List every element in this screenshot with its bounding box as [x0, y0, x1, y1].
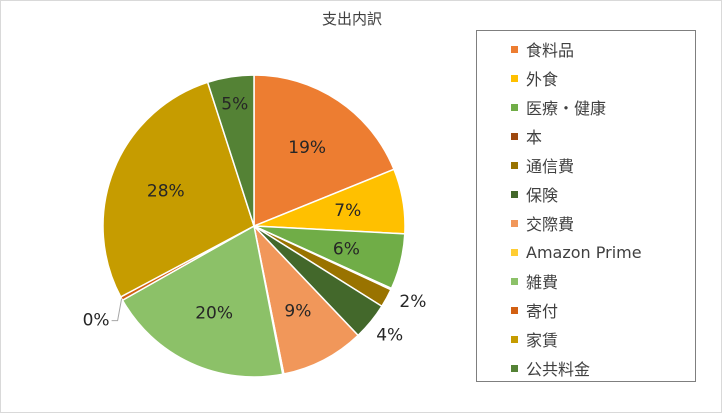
legend-swatch — [511, 248, 518, 256]
legend-swatch — [511, 132, 518, 140]
data-label-7: 9% — [284, 301, 311, 321]
legend-label: 公共料金 — [526, 360, 591, 379]
legend-item: 外食 — [477, 67, 558, 89]
legend-label: 家賃 — [526, 331, 559, 350]
legend-item: 通信費 — [477, 154, 574, 176]
legend-swatch — [511, 45, 518, 53]
pie-slice-1 — [253, 74, 395, 228]
data-label-1: 19% — [288, 138, 326, 158]
legend-label: 通信費 — [526, 157, 575, 176]
legend-label: 保険 — [526, 186, 559, 205]
leader-line-0pct — [111, 298, 123, 322]
legend-item: 雑費 — [477, 270, 558, 292]
legend-label: 寄付 — [526, 302, 559, 321]
legend-item: 家賃 — [477, 328, 558, 350]
legend-label: 外食 — [526, 70, 559, 89]
legend-swatch — [511, 190, 518, 198]
legend-item: 寄付 — [477, 299, 558, 321]
data-label-9: 20% — [195, 303, 233, 323]
legend-swatch — [511, 103, 518, 111]
legend-item: 食料品 — [477, 38, 574, 60]
data-label-5: 2% — [399, 292, 426, 312]
data-label-3: 6% — [333, 240, 360, 260]
legend-item: 本 — [477, 125, 542, 147]
legend-label: 交際費 — [526, 215, 575, 234]
legend-swatch — [511, 335, 518, 343]
legend-item: 交際費 — [477, 212, 574, 234]
legend-label: 食料品 — [526, 41, 575, 60]
data-label-12: 5% — [221, 95, 248, 115]
legend-swatch — [511, 306, 518, 314]
legend-item: 公共料金 — [477, 357, 590, 379]
legend-swatch — [511, 277, 518, 285]
legend-swatch — [511, 364, 518, 372]
data-label-6: 4% — [376, 325, 403, 345]
chart-title: 支出内訳 — [322, 10, 383, 28]
pie-slice-12 — [206, 74, 255, 227]
data-label-2: 7% — [334, 201, 361, 221]
chart-legend: 食料品外食医療・健康本通信費保険交際費 Amazon Prime 雑費寄付家賃公共料… — [476, 30, 696, 382]
legend-swatch — [511, 74, 518, 82]
legend-item: 保険 — [477, 183, 558, 205]
legend-swatch — [511, 161, 518, 169]
pie-slice-11 — [102, 81, 255, 298]
data-label-10: 0% — [83, 311, 110, 331]
pie-slice-7 — [252, 223, 360, 375]
data-label-11: 28% — [147, 181, 185, 201]
legend-label: 雑費 — [526, 273, 559, 292]
legend-item: 医療・健康 — [477, 96, 606, 118]
legend-label: Amazon Prime — [526, 242, 642, 262]
legend-label: 本 — [526, 128, 543, 147]
pie-slice-9 — [121, 224, 284, 378]
legend-item: Amazon Prime — [477, 241, 642, 263]
legend-swatch — [511, 219, 518, 227]
legend-label: 医療・健康 — [526, 99, 607, 118]
